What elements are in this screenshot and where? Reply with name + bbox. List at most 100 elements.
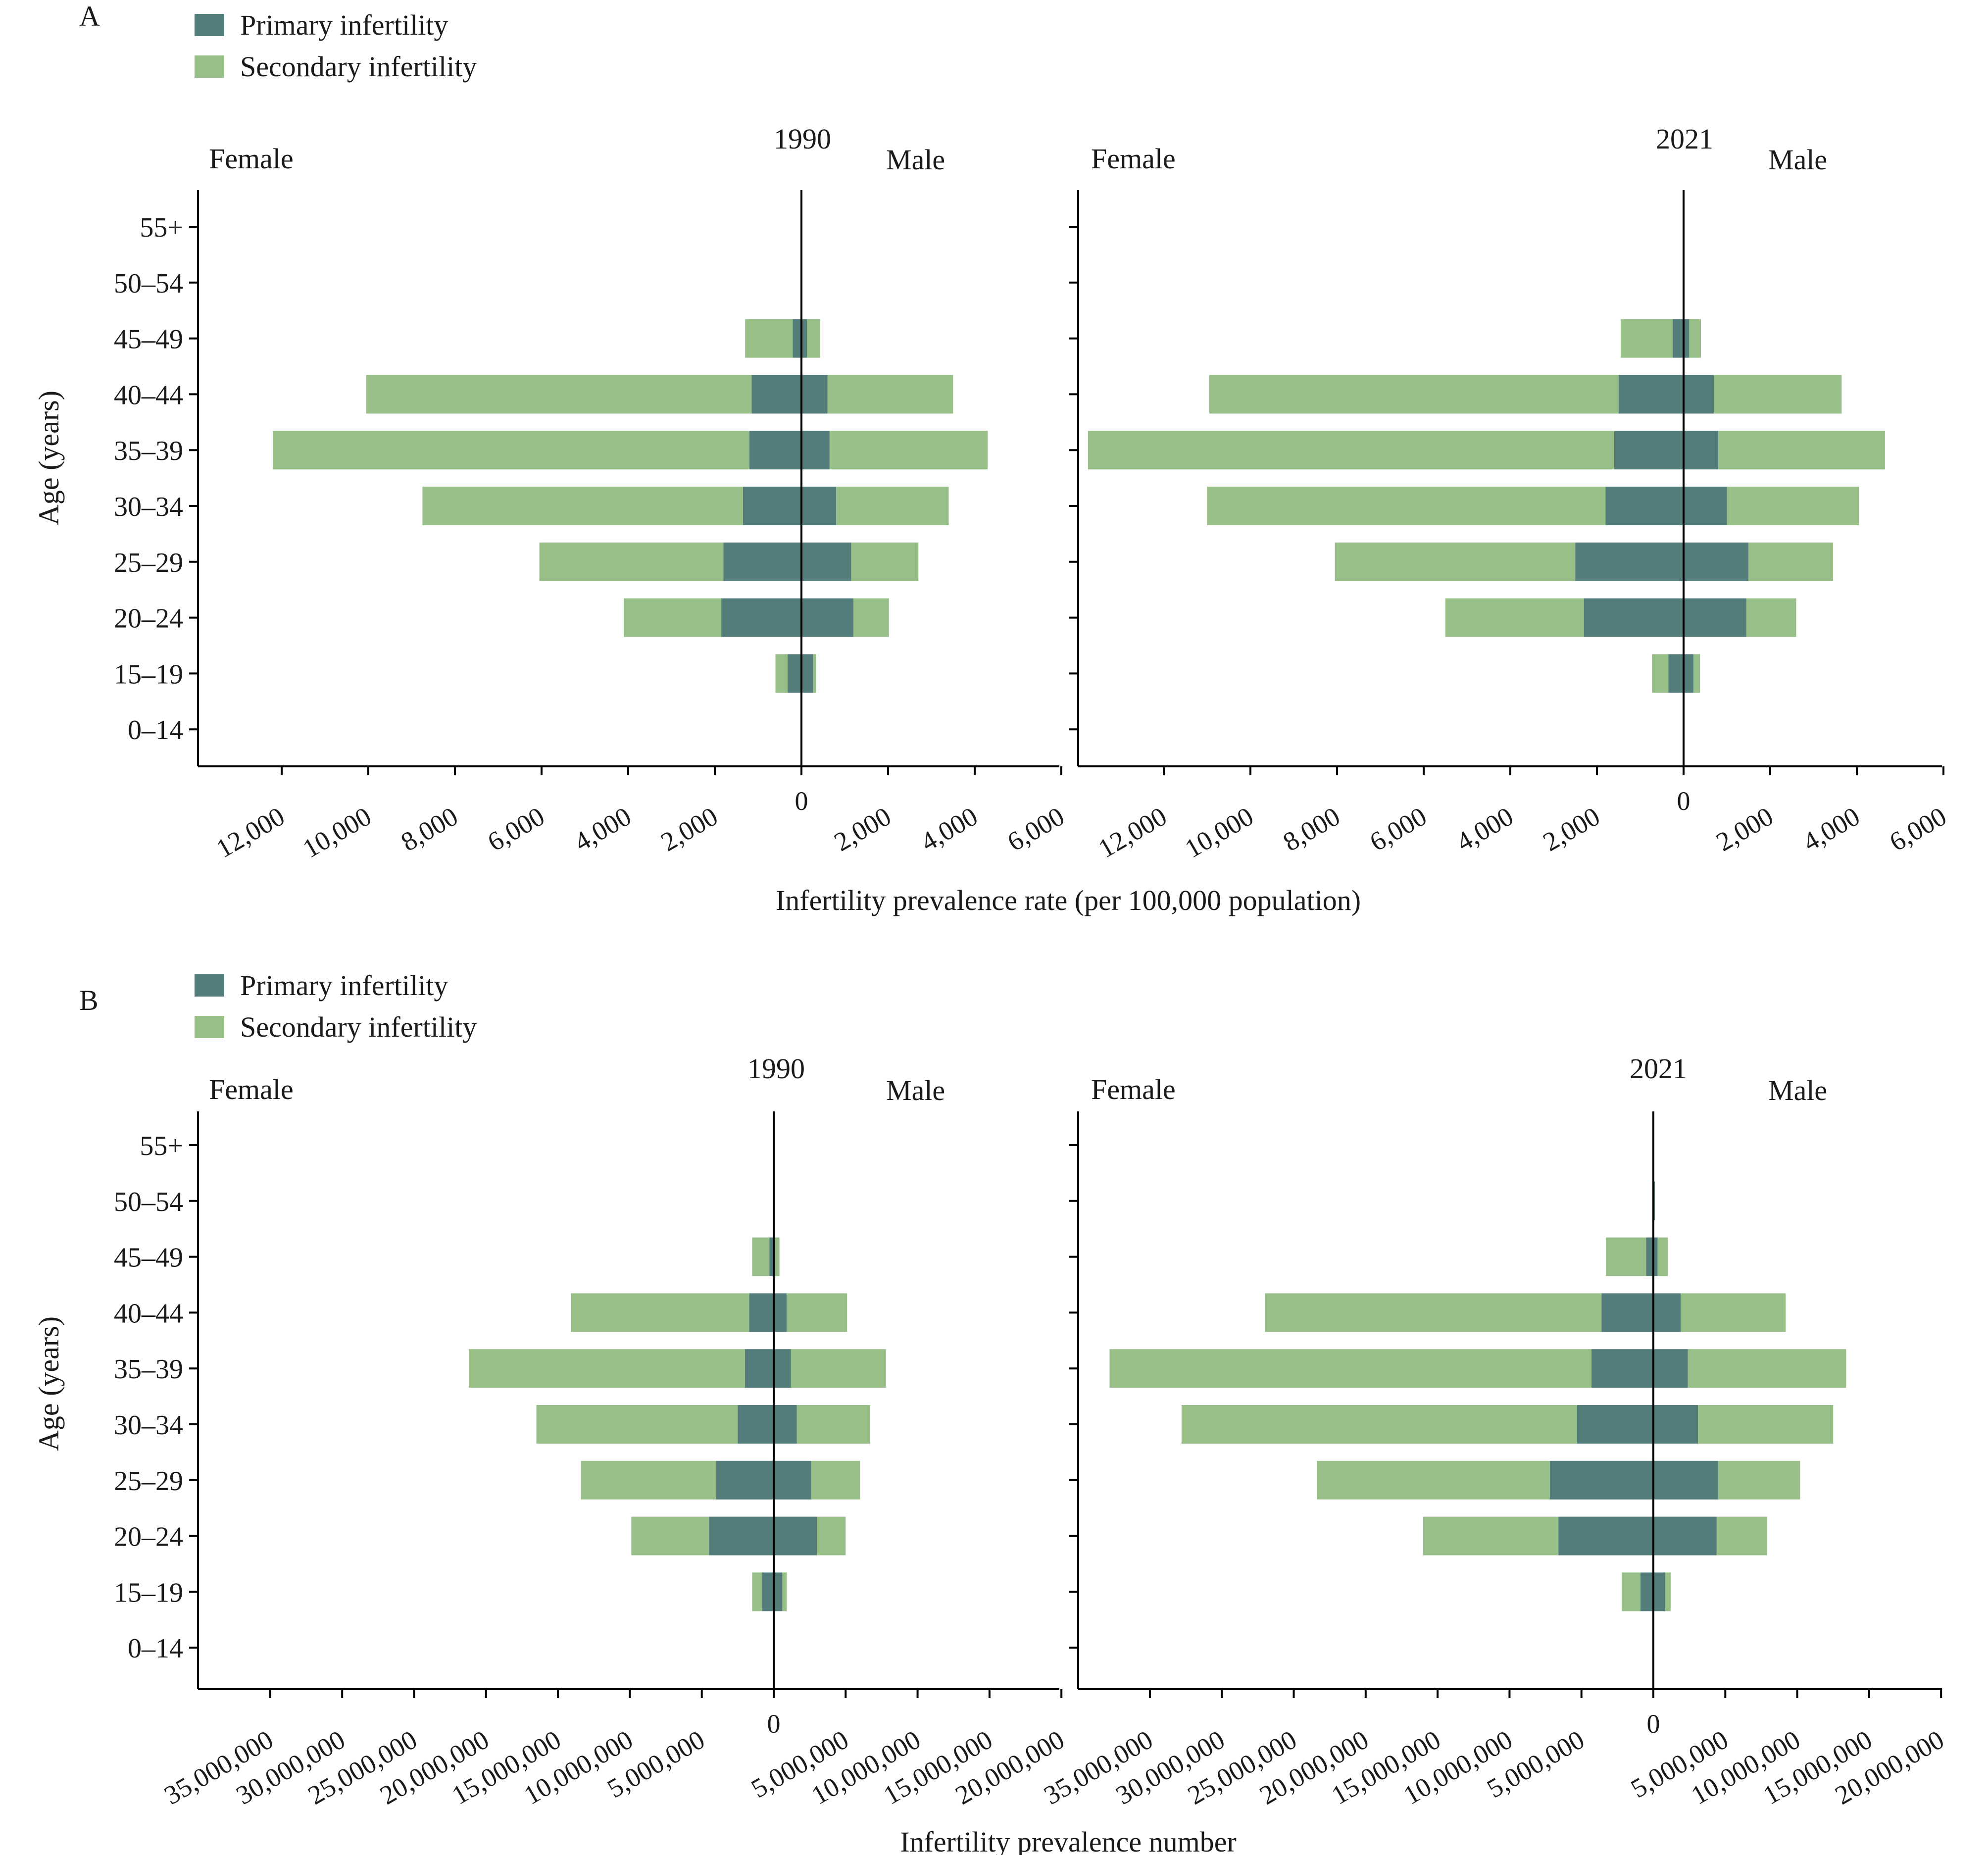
bar-male-secondary xyxy=(811,1460,860,1500)
bar-male-secondary xyxy=(1748,542,1833,581)
bar-female-primary xyxy=(1614,431,1684,470)
bar-female-secondary xyxy=(1606,1237,1646,1276)
legend-primary-label: Primary infertility xyxy=(240,9,448,41)
y-tick-label: 0–14 xyxy=(128,715,183,746)
bar-male-secondary xyxy=(1693,654,1700,693)
bar-male-primary xyxy=(774,1293,787,1332)
bar-female-secondary xyxy=(631,1516,709,1555)
bar-male-secondary xyxy=(851,542,919,581)
chart-a2-female-label: Female xyxy=(1091,143,1176,175)
chart-a1-female-label: Female xyxy=(209,143,294,175)
bar-female-primary xyxy=(762,1572,774,1611)
bar-female-primary xyxy=(1618,375,1684,414)
bar-male-secondary xyxy=(1689,319,1701,358)
y-tick-label: 25–29 xyxy=(114,548,183,578)
bar-male-secondary xyxy=(836,487,949,525)
bar-female-primary xyxy=(749,1293,774,1332)
chart-b1-male-label: Male xyxy=(886,1074,945,1106)
bar-female-secondary xyxy=(745,319,793,358)
bar-female-primary xyxy=(721,598,801,637)
y-tick-label: 55+ xyxy=(140,1131,183,1161)
panel-b-xlabel: Infertility prevalence number xyxy=(900,1826,1237,1855)
bar-female-primary xyxy=(749,431,801,470)
bar-female-primary xyxy=(1673,319,1684,358)
bar-male-secondary xyxy=(775,1237,780,1276)
bar-female-secondary xyxy=(752,1237,770,1276)
bar-male-secondary xyxy=(787,1293,847,1332)
bar-male-primary xyxy=(1684,431,1718,470)
bar-male-secondary xyxy=(817,1516,846,1555)
y-tick-label: 20–24 xyxy=(114,603,183,634)
y-tick-label: 55+ xyxy=(140,212,183,243)
bar-male-primary xyxy=(801,487,836,525)
y-tick-label: 40–44 xyxy=(114,1298,183,1329)
bar-female-secondary xyxy=(1423,1516,1559,1555)
bar-male-secondary xyxy=(1657,1237,1668,1276)
bar-female-secondary xyxy=(1207,487,1606,525)
y-tick-label: 45–49 xyxy=(114,1243,183,1273)
bar-female-secondary xyxy=(539,542,724,581)
y-tick-label: 0–14 xyxy=(128,1633,183,1664)
bar-male-primary xyxy=(1653,1293,1681,1332)
legend-secondary-swatch xyxy=(195,55,224,78)
bar-female-secondary xyxy=(1335,542,1576,581)
bar-male-primary xyxy=(1684,542,1749,581)
legend-primary-label: Primary infertility xyxy=(240,969,448,1002)
bar-female-primary xyxy=(1558,1516,1653,1555)
bar-female-secondary xyxy=(273,431,749,470)
bar-male-secondary xyxy=(791,1349,886,1388)
chart-a2-male-label: Male xyxy=(1768,144,1827,176)
panel-a-ylabel: Age (years) xyxy=(33,391,65,525)
bar-male-primary xyxy=(801,375,828,414)
bar-female-primary xyxy=(1575,542,1684,581)
y-tick-label: 15–19 xyxy=(114,1577,183,1608)
y-tick-label: 40–44 xyxy=(114,380,183,410)
panel-b-ylabel: Age (years) xyxy=(33,1316,65,1451)
x-tick-label: 0 xyxy=(795,786,808,816)
bar-female-secondary xyxy=(1622,1572,1640,1611)
chart-b2-title: 2021 xyxy=(1630,1053,1687,1085)
bar-male-primary xyxy=(1653,1460,1718,1500)
bar-male-secondary xyxy=(1714,375,1842,414)
bar-male-secondary xyxy=(807,319,820,358)
bar-male-secondary xyxy=(827,375,953,414)
bar-male-secondary xyxy=(1681,1293,1786,1332)
bar-female-secondary xyxy=(1209,375,1619,414)
bar-female-primary xyxy=(1584,598,1684,637)
bar-male-primary xyxy=(801,431,830,470)
bar-female-secondary xyxy=(366,375,752,414)
bar-male-secondary xyxy=(1727,487,1859,525)
y-tick-label: 35–39 xyxy=(114,1354,183,1385)
bar-female-primary xyxy=(1591,1349,1653,1388)
bar-female-primary xyxy=(1668,654,1684,693)
bar-female-primary xyxy=(709,1516,774,1555)
y-tick-label: 25–29 xyxy=(114,1466,183,1497)
panel-b-label: B xyxy=(79,984,99,1016)
bar-female-secondary xyxy=(624,598,722,637)
bar-female-secondary xyxy=(1088,431,1614,470)
bar-male-primary xyxy=(774,1460,811,1500)
bar-male-primary xyxy=(1653,1516,1717,1555)
x-tick-label: 0 xyxy=(1647,1709,1660,1739)
chart-a1-male-label: Male xyxy=(886,144,945,176)
legend-secondary-swatch xyxy=(195,1016,224,1038)
chart-a2-title: 2021 xyxy=(1656,123,1713,155)
bar-male-primary xyxy=(774,1572,783,1611)
legend-secondary-label: Secondary infertility xyxy=(240,1011,477,1043)
bar-male-secondary xyxy=(1746,598,1796,637)
x-tick-label: 0 xyxy=(1677,786,1690,816)
bar-male-primary xyxy=(1684,654,1694,693)
bar-male-secondary xyxy=(1718,1460,1800,1500)
bar-male-primary xyxy=(774,1349,791,1388)
legend-primary-swatch xyxy=(195,14,224,36)
y-tick-label: 15–19 xyxy=(114,659,183,690)
bar-male-primary xyxy=(774,1405,797,1444)
bar-female-secondary xyxy=(1181,1405,1577,1444)
y-tick-label: 20–24 xyxy=(114,1522,183,1553)
bar-male-secondary xyxy=(1698,1405,1834,1444)
bar-female-secondary xyxy=(1316,1460,1550,1500)
bar-female-primary xyxy=(1549,1460,1653,1500)
panel-a-legend: Primary infertility Secondary infertilit… xyxy=(195,9,477,83)
panel-a-xlabel: Infertility prevalence rate (per 100,000… xyxy=(776,884,1361,916)
